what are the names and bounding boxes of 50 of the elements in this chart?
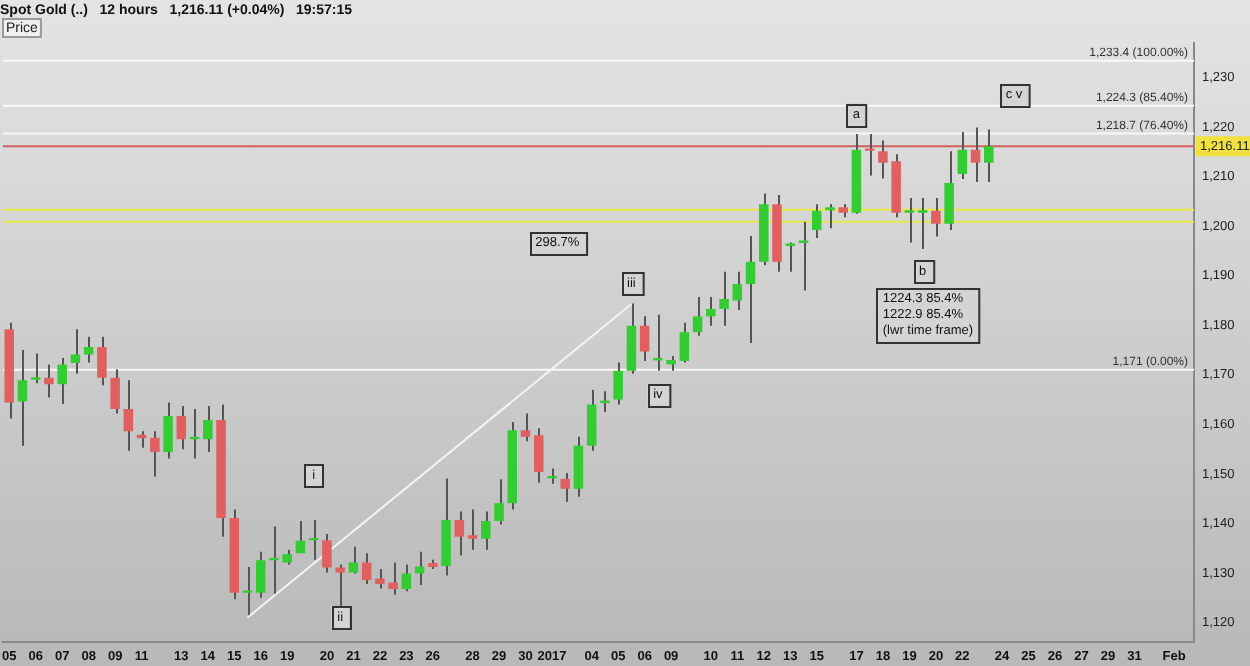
candlestick — [931, 196, 941, 238]
candlestick — [441, 477, 451, 577]
candlestick — [454, 510, 465, 557]
candlestick — [163, 401, 173, 460]
candlestick — [917, 196, 928, 250]
candlestick — [467, 508, 478, 551]
candlestick — [295, 519, 306, 555]
candlestick — [864, 132, 875, 177]
candlestick — [706, 296, 716, 327]
candlestick — [533, 427, 544, 484]
candlestick — [44, 363, 54, 399]
candlestick — [242, 566, 253, 619]
candlestick — [97, 335, 107, 387]
candlestick — [494, 478, 504, 526]
candlestick — [639, 315, 650, 362]
candlestick — [17, 349, 28, 447]
candlestick — [825, 203, 835, 230]
candlestick — [745, 235, 756, 345]
candlestick — [613, 361, 623, 406]
candlestick — [481, 510, 491, 551]
candlestick — [348, 545, 359, 575]
candlestick — [150, 430, 160, 478]
candlestick — [586, 388, 597, 452]
candlestick — [255, 550, 266, 599]
candlestick — [719, 270, 729, 327]
candlestick — [70, 328, 81, 375]
candlestick — [692, 296, 703, 337]
candlestick — [944, 150, 954, 232]
candlestick — [414, 550, 425, 586]
candlestick — [335, 563, 345, 607]
candlestick — [123, 379, 134, 452]
candlestick — [361, 552, 372, 585]
candlestick — [401, 563, 412, 593]
candlestick — [984, 128, 994, 184]
candlestick — [57, 356, 67, 406]
candlestick — [904, 196, 915, 244]
candlestick — [732, 270, 743, 311]
candlestick — [970, 126, 981, 184]
candlestick — [203, 405, 213, 454]
candlestick — [957, 131, 968, 181]
candlestick — [322, 532, 332, 574]
candlestick — [110, 368, 120, 415]
candlestick — [560, 471, 570, 503]
candlestick — [626, 302, 637, 375]
candlestick — [573, 435, 584, 498]
candlestick — [811, 203, 822, 240]
candlestick — [176, 405, 187, 451]
candlestick — [520, 412, 531, 443]
candlestick — [30, 352, 41, 385]
candlestick — [679, 321, 690, 364]
